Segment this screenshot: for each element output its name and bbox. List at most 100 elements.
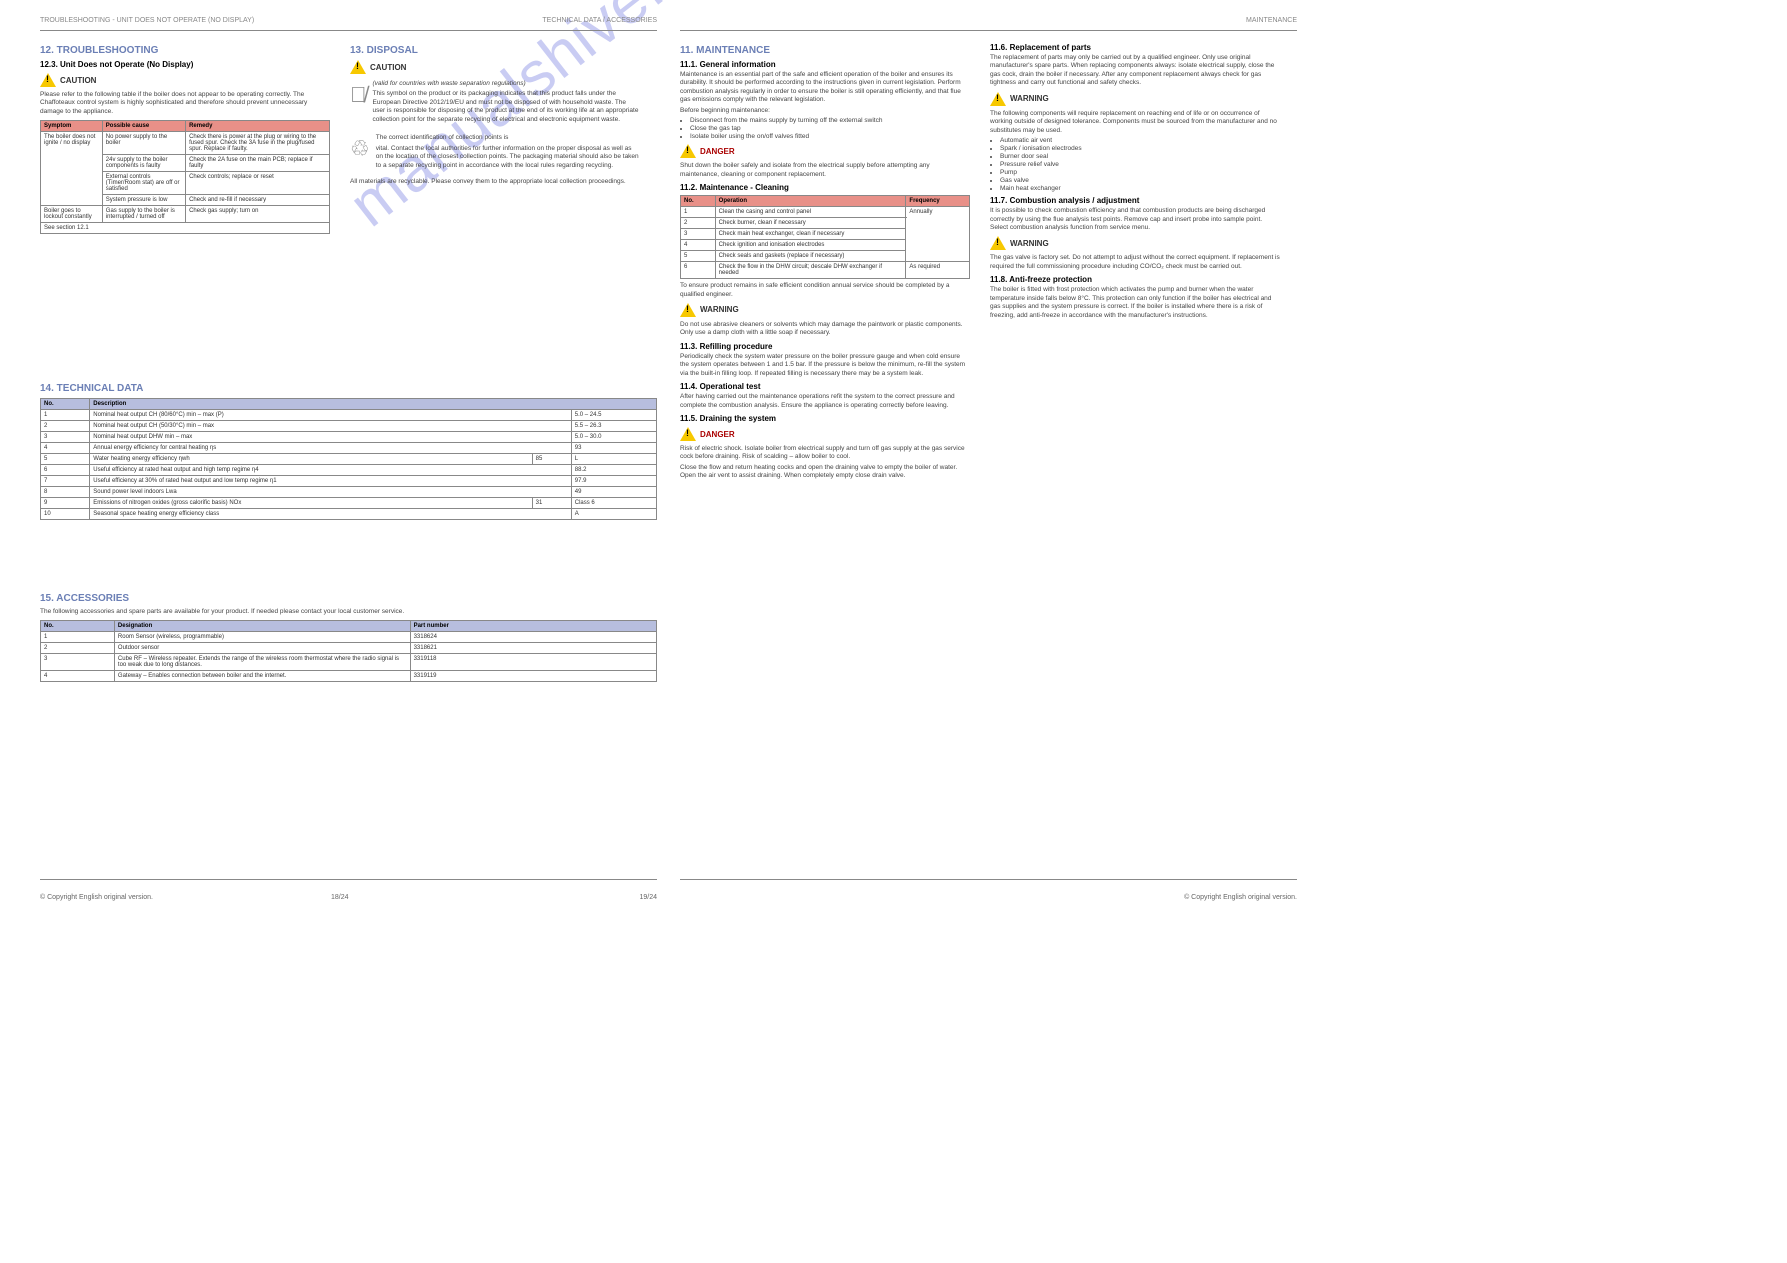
td-r: A bbox=[571, 509, 656, 520]
t1-r4c2: Check gas supply; turn on bbox=[186, 206, 330, 223]
disposal-caution-row: CAUTION bbox=[350, 60, 640, 74]
td-r: 97.9 bbox=[571, 476, 656, 487]
td-r: Sound power level indoors Lwa bbox=[90, 487, 571, 498]
drain-para: Close the flow and return heating cocks … bbox=[680, 464, 970, 481]
caution-body: Please refer to the following table if t… bbox=[40, 91, 330, 116]
troubleshoot-table: Symptom Possible cause Remedy The boiler… bbox=[40, 120, 330, 234]
weee-bin-icon: 🗑̸ bbox=[350, 82, 367, 122]
ta-h0: No. bbox=[41, 621, 115, 632]
danger2-label: DANGER bbox=[700, 430, 735, 439]
ct-r: Check the flow in the DHW circuit; desca… bbox=[715, 262, 906, 279]
page2-header: MAINTENANCE bbox=[1246, 17, 1297, 24]
danger-icon bbox=[680, 427, 696, 441]
combustion-para: It is possible to check combustion effic… bbox=[990, 207, 1280, 232]
ta-r: Cube RF – Wireless repeater. Extends the… bbox=[114, 654, 410, 671]
p2-col-right: 11.6. Replacement of parts The replaceme… bbox=[990, 39, 1280, 322]
parts-list: Automatic air vent Spark / ionisation el… bbox=[1000, 137, 1280, 192]
caution-icon bbox=[40, 73, 56, 87]
maint-para1: Maintenance is an essential part of the … bbox=[680, 71, 970, 105]
sub-antifreeze: 11.8. Anti-freeze protection bbox=[990, 275, 1280, 284]
page1-left-num: 18/24 bbox=[331, 894, 349, 901]
t1-r0c2: Check there is power at the plug or wiri… bbox=[186, 132, 330, 155]
ct-r: Clean the casing and control panel bbox=[715, 207, 906, 218]
t1-r3c2: Check and re-fill if necessary bbox=[186, 195, 330, 206]
sec-techdata: 14. TECHNICAL DATA bbox=[40, 383, 657, 394]
bul-item: Pressure relief valve bbox=[1000, 161, 1280, 168]
ta-r: Outdoor sensor bbox=[114, 643, 410, 654]
caution-label: CAUTION bbox=[60, 76, 96, 85]
warn2-body: The following components will require re… bbox=[990, 110, 1280, 135]
warn-row: WARNING bbox=[680, 303, 970, 317]
ct-h1: Operation bbox=[715, 196, 906, 207]
warning-icon bbox=[680, 303, 696, 317]
note-row: WARNING bbox=[990, 236, 1280, 250]
page2-footer-copyright: © Copyright English original version. bbox=[1184, 894, 1297, 901]
bul-item: Main heat exchanger bbox=[1000, 185, 1280, 192]
ct-r: 4 bbox=[681, 240, 716, 251]
warn-body: Do not use abrasive cleaners or solvents… bbox=[680, 321, 970, 338]
td-r: 5.0 – 30.0 bbox=[571, 432, 656, 443]
p2-col-left: 11. MAINTENANCE 11.1. General informatio… bbox=[680, 39, 970, 483]
td-r: 10 bbox=[41, 509, 90, 520]
td-r: 85 bbox=[532, 454, 571, 465]
p1-col-left: 12. TROUBLESHOOTING 12.3. Unit Does not … bbox=[40, 39, 330, 234]
t1-r0c0: The boiler does not ignite / no display bbox=[41, 132, 103, 206]
sec-disposal: 13. DISPOSAL bbox=[350, 45, 640, 56]
ct-r: Annually bbox=[906, 207, 970, 262]
maint-para2: Before beginning maintenance: bbox=[680, 107, 970, 115]
td-r: Useful efficiency at 30% of rated heat o… bbox=[90, 476, 571, 487]
caution-row: CAUTION bbox=[40, 73, 330, 87]
t1-r1c1: 24v supply to the boiler components is f… bbox=[102, 155, 185, 172]
td-r: 7 bbox=[41, 476, 90, 487]
td-r: Nominal heat output CH (50/30°C) min – m… bbox=[90, 421, 571, 432]
ct-r: As required bbox=[906, 262, 970, 279]
warning-icon bbox=[990, 236, 1006, 250]
ta-r: 2 bbox=[41, 643, 115, 654]
warn2-row: WARNING bbox=[990, 92, 1280, 106]
bul-item: Isolate boiler using the on/off valves f… bbox=[690, 133, 970, 140]
ta-h1: Designation bbox=[114, 621, 410, 632]
ct-r: 3 bbox=[681, 229, 716, 240]
sub-replace: 11.6. Replacement of parts bbox=[990, 43, 1280, 52]
sub-optest: 11.4. Operational test bbox=[680, 382, 970, 391]
t1-h1: Possible cause bbox=[102, 121, 185, 132]
bin-caption: (valid for countries with waste separati… bbox=[373, 80, 641, 88]
t1-h0: Symptom bbox=[41, 121, 103, 132]
t1-r1c2: Check the 2A fuse on the main PCB; repla… bbox=[186, 155, 330, 172]
t1-r5: See section 12.1 bbox=[41, 223, 330, 234]
acc-intro: The following accessories and spare part… bbox=[40, 608, 657, 616]
disposal-para2: vital. Contact the local authorities for… bbox=[376, 145, 640, 170]
ta-r: 3318621 bbox=[410, 643, 656, 654]
page1-header-left: TROUBLESHOOTING - UNIT DOES NOT OPERATE … bbox=[40, 17, 254, 24]
danger-body: Shut down the boiler safely and isolate … bbox=[680, 162, 970, 179]
ct-r: 5 bbox=[681, 251, 716, 262]
bul-item: Automatic air vent bbox=[1000, 137, 1280, 144]
td-r: Nominal heat output DHW min – max bbox=[90, 432, 571, 443]
optest-para: After having carried out the maintenance… bbox=[680, 393, 970, 410]
ta-r: Gateway – Enables connection between boi… bbox=[114, 671, 410, 682]
td-r: 9 bbox=[41, 498, 90, 509]
ta-r: 3 bbox=[41, 654, 115, 671]
ta-h2: Part number bbox=[410, 621, 656, 632]
ct-r: 1 bbox=[681, 207, 716, 218]
td-h0: No. bbox=[41, 399, 90, 410]
td-r: Emissions of nitrogen oxides (gross calo… bbox=[90, 498, 532, 509]
bul-item: Close the gas tap bbox=[690, 125, 970, 132]
sub-refill: 11.3. Refilling procedure bbox=[680, 342, 970, 351]
sub-nodisplay: 12.3. Unit Does not Operate (No Display) bbox=[40, 60, 330, 69]
disposal-para3: All materials are recyclable. Please con… bbox=[350, 178, 640, 186]
t1-r2c2: Check controls; replace or reset bbox=[186, 172, 330, 195]
t1-r2c1: External controls (Timer/Room stat) are … bbox=[102, 172, 185, 195]
caution-label2: CAUTION bbox=[370, 63, 406, 72]
danger2-row: DANGER bbox=[680, 427, 970, 441]
page-left: TROUBLESHOOTING - UNIT DOES NOT OPERATE … bbox=[40, 30, 657, 880]
td-r: 5.0 – 24.5 bbox=[571, 410, 656, 421]
warn-label: WARNING bbox=[700, 305, 739, 314]
accessories-table: No. Designation Part number 1Room Sensor… bbox=[40, 620, 657, 682]
antifreeze-para: The boiler is fitted with frost protecti… bbox=[990, 286, 1280, 320]
t1-r0c1: No power supply to the boiler bbox=[102, 132, 185, 155]
t1-h2: Remedy bbox=[186, 121, 330, 132]
warn2-label: WARNING bbox=[1010, 94, 1049, 103]
td-r: Useful efficiency at rated heat output a… bbox=[90, 465, 571, 476]
t1-r4c0: Boiler goes to lockout constantly bbox=[41, 206, 103, 223]
